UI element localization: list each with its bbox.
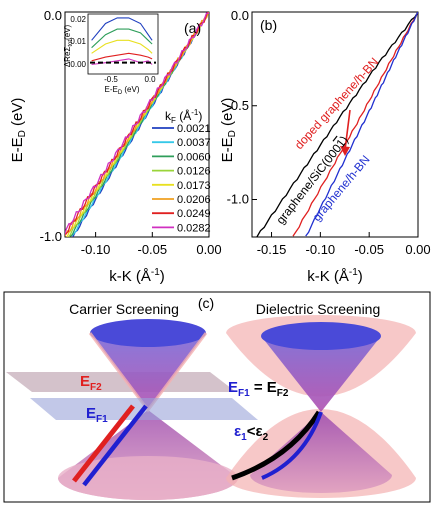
panel-a-frame — [64, 11, 210, 238]
inset-xlabel: E-ED (eV) — [104, 85, 139, 96]
inset-series-line — [91, 58, 153, 66]
panel-b-xlabel: k-K (Å-1) — [307, 267, 363, 285]
legend-label: 0.0037 — [177, 137, 211, 149]
panel-a: -0.10 -0.05 0.00 0.0 -1.0 (a) E-ED (eV) k-K … — [9, 8, 222, 285]
series-line-0.0126 — [68, 12, 209, 237]
panel-b-label: (b) — [260, 17, 277, 33]
upper-cone-right — [261, 336, 381, 412]
b-ytick-label: -1.0 — [227, 192, 249, 207]
left-title: Carrier Screening — [69, 301, 179, 317]
blue-dispersion-right — [261, 411, 323, 480]
panel-c-label: (c) — [198, 295, 214, 311]
right-title: Dielectric Screening — [256, 301, 381, 317]
panel-a-label: (a) — [184, 20, 201, 36]
b-xtick-label: -0.15 — [257, 242, 287, 257]
inset-series-line — [91, 28, 153, 49]
legend-label: 0.0206 — [177, 194, 211, 206]
b-xtick-label: -0.10 — [306, 242, 336, 257]
left-cone-diagram: EF2 EF1 — [6, 319, 258, 500]
inset-series-line — [91, 17, 153, 41]
annot-arrow-head — [340, 146, 350, 156]
right-cone-diagram: EF1 = EF2 ε1<ε2 — [226, 315, 416, 498]
inset-ylabel: ΔReΣtot(eV) — [63, 25, 74, 68]
panel-a-axes: -0.10 -0.05 0.00 0.0 -1.0 — [40, 8, 222, 257]
legend-label: 0.0126 — [177, 166, 211, 178]
red-dispersion — [72, 404, 135, 483]
a-xtick-label: 0.00 — [196, 242, 221, 257]
inset-ytick-000: 0.00 — [70, 60, 86, 69]
panel-a-inset: ΔReΣtot(eV) 0.02 0.01 0.00 -0.5 0.0 E-ED… — [63, 13, 159, 96]
panel-c: (c) Carrier Screening Dielectric Screeni… — [3, 291, 431, 503]
inset-ytick-002: 0.02 — [70, 15, 86, 24]
inset-xtick-m05: -0.5 — [104, 75, 118, 84]
inset-xtick-00: 0.0 — [144, 75, 156, 84]
panel-a-legend: kF (Å-1) 0.00210.00370.00600.01260.01730… — [152, 108, 211, 234]
b-ytick-label: -0.5 — [227, 98, 249, 113]
panel-b-axes: -0.15 -0.10 -0.05 0.00 0.0 -0.5 -1.0 — [227, 8, 431, 257]
label-ef1: EF1 — [86, 405, 108, 425]
plane-ef2 — [6, 372, 236, 392]
black-dispersion — [231, 410, 322, 481]
inset-frame — [87, 13, 159, 75]
blue-dispersion — [82, 404, 148, 487]
label-ef2: EF2 — [80, 373, 102, 393]
panel-b-series — [256, 12, 418, 237]
lower-cone-right — [250, 412, 392, 493]
panel-c-frame — [3, 291, 431, 503]
panel-a-series — [65, 12, 209, 237]
a-xtick-label: -0.10 — [81, 242, 111, 257]
legend-label: 0.0021 — [177, 123, 211, 135]
inset-ytick-001: 0.01 — [70, 37, 86, 46]
legend-label: 0.0282 — [177, 222, 211, 234]
a-ytick-label: 0.0 — [44, 8, 62, 23]
label-ef1-eq-ef2: EF1 = EF2 — [228, 379, 289, 399]
upper-cone-rim — [90, 319, 206, 347]
legend-label: 0.0060 — [177, 151, 211, 163]
panel-b: -0.15 -0.10 -0.05 0.00 0.0 -0.5 -1.0 (b) E-ED … — [219, 8, 431, 285]
b-xtick-label: -0.05 — [354, 242, 384, 257]
panel-b-ylabel: E-ED (eV) — [219, 98, 238, 163]
inset-series-line — [91, 39, 153, 54]
a-ytick-label: -1.0 — [40, 229, 62, 244]
b-ytick-label: 0.0 — [231, 8, 249, 23]
b-series-line — [292, 12, 418, 237]
inset-series-line — [91, 52, 153, 62]
upper-cone-rim-right — [261, 322, 381, 350]
b-series-line — [256, 12, 418, 237]
panel-b-frame — [251, 11, 419, 238]
a-xtick-label: -0.05 — [137, 242, 167, 257]
panel-a-ylabel: E-ED (eV) — [9, 98, 28, 163]
legend-label: 0.0173 — [177, 180, 211, 192]
annot-arrow-shaft — [344, 109, 351, 151]
legend-label: 0.0249 — [177, 208, 211, 220]
upper-cone — [90, 333, 206, 410]
lower-cone-rim — [58, 456, 238, 500]
panel-a-xlabel: k-K (Å-1) — [109, 267, 165, 285]
b-xtick-label: 0.00 — [405, 242, 430, 257]
b-series-line — [305, 12, 418, 237]
series-line-0.0249 — [65, 12, 209, 235]
inset-series — [90, 17, 156, 66]
label-eps: ε1<ε2 — [234, 423, 269, 443]
series-line-0.0282 — [65, 12, 209, 236]
